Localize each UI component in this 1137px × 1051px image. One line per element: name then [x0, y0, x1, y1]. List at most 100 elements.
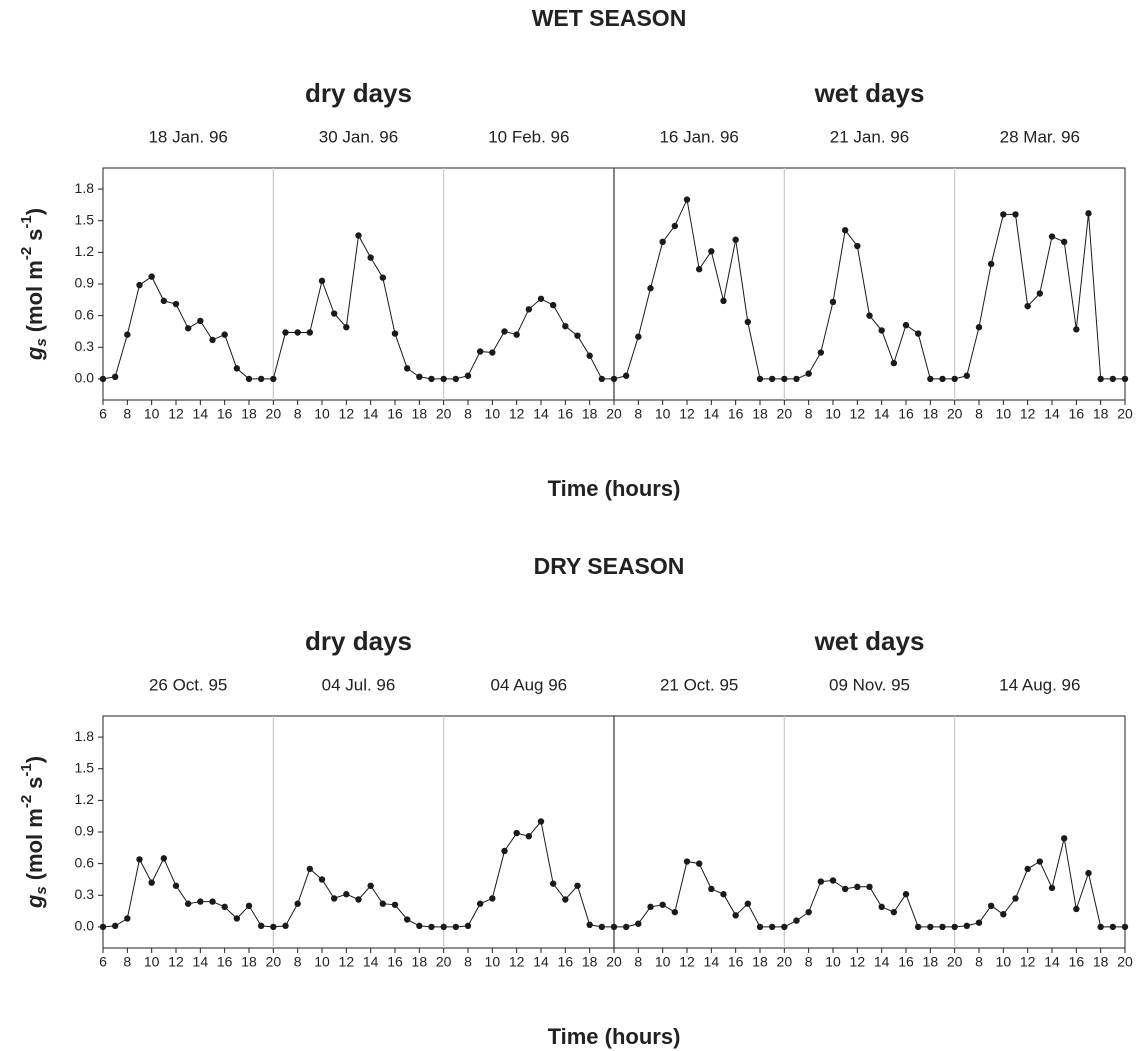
data-point [708, 885, 715, 893]
data-point [939, 375, 946, 383]
data-point [732, 912, 739, 919]
x-tick-label: 18 [241, 954, 257, 970]
x-tick-label: 12 [679, 406, 695, 422]
x-tick-label: 20 [1117, 954, 1133, 970]
x-tick-label: 8 [123, 406, 131, 422]
data-point [476, 900, 484, 907]
x-tick-label: 10 [996, 954, 1012, 970]
data-point [111, 373, 119, 380]
data-point [817, 878, 825, 885]
data-point [452, 923, 460, 931]
data-point [257, 922, 265, 930]
x-tick-label: 14 [704, 406, 720, 422]
y-axis-label: gs(mol m-2s-1) [18, 208, 50, 361]
panel: DRY SEASON dry days wet days 0.0 0.3 0.6 0.9 1.… [18, 553, 1133, 1049]
x-tick-label: 16 [898, 406, 914, 422]
day-label: 21 Oct. 95 [660, 675, 738, 694]
data-point [124, 331, 131, 338]
data-point [1121, 375, 1129, 383]
group-label: dry days [305, 626, 412, 656]
x-tick-label: 20 [436, 406, 452, 422]
data-point [184, 900, 192, 907]
data-point [209, 898, 216, 905]
x-tick-label: 20 [947, 406, 963, 422]
x-tick-label: 18 [752, 954, 768, 970]
data-point [367, 254, 374, 261]
x-tick-label: 20 [606, 954, 622, 970]
group-label: wet days [814, 626, 925, 656]
data-point [720, 891, 727, 898]
data-point [221, 331, 228, 338]
x-tick-label: 20 [1117, 406, 1133, 422]
x-tick-label: 10 [144, 954, 160, 970]
x-tick-label: 8 [123, 954, 131, 970]
x-tick-label: 6 [99, 406, 107, 422]
y-axis-label-part: s [33, 886, 50, 894]
y-axis-label-part: (mol m [22, 260, 47, 332]
data-point [683, 858, 691, 865]
data-point [391, 901, 399, 908]
x-tick-label: 18 [582, 406, 598, 422]
x-tick-label: 12 [339, 406, 355, 422]
x-tick-label: 16 [387, 954, 403, 970]
data-point [622, 372, 630, 379]
day-label: 28 Mar. 96 [1000, 127, 1080, 146]
data-point [233, 915, 241, 922]
x-tick-label: 16 [898, 954, 914, 970]
x-tick-label: 16 [217, 406, 233, 422]
data-point [330, 895, 338, 902]
y-tick-label: 1.8 [75, 180, 95, 196]
x-tick-label: 14 [1044, 954, 1060, 970]
data-point [1085, 210, 1092, 217]
data-point [708, 248, 715, 255]
data-point [586, 352, 593, 359]
data-point [732, 236, 739, 243]
x-tick-label: 20 [606, 406, 622, 422]
data-point [221, 903, 228, 911]
x-tick-label: 10 [144, 406, 160, 422]
x-tick-label: 12 [509, 406, 525, 422]
data-point [610, 923, 618, 931]
data-point [1109, 375, 1117, 383]
data-point [635, 333, 642, 340]
data-point [99, 923, 107, 931]
data-point [622, 923, 630, 931]
data-point [817, 349, 825, 356]
x-tick-label: 16 [1069, 954, 1085, 970]
x-tick-label: 12 [168, 954, 184, 970]
x-tick-label: 10 [314, 954, 330, 970]
data-point [902, 321, 910, 329]
x-tick-label: 20 [436, 954, 452, 970]
day-label: 18 Jan. 96 [148, 127, 227, 146]
data-point [197, 898, 204, 905]
x-axis-label: Time (hours) [548, 476, 681, 501]
data-point [671, 908, 679, 916]
data-point [111, 922, 119, 930]
y-axis-label-part: (mol m [22, 808, 47, 880]
data-point [160, 297, 168, 305]
data-point [136, 281, 143, 289]
x-tick-label: 18 [241, 406, 257, 422]
x-tick-label: 18 [1093, 954, 1109, 970]
data-point [209, 336, 216, 344]
data-point [598, 923, 606, 931]
data-point [683, 196, 691, 203]
data-point [306, 329, 314, 336]
data-point [416, 922, 423, 930]
x-tick-label: 14 [193, 406, 209, 422]
x-tick-label: 16 [728, 406, 744, 422]
x-tick-label: 16 [558, 954, 574, 970]
data-point [781, 375, 788, 383]
data-point [440, 375, 447, 383]
y-axis-label-part: -2 [18, 795, 35, 808]
data-point [635, 920, 642, 927]
panel-title: DRY SEASON [534, 553, 685, 579]
data-point [878, 903, 885, 911]
x-tick-label: 14 [874, 954, 890, 970]
data-point [1085, 869, 1092, 877]
data-point [975, 919, 983, 926]
x-tick-label: 18 [1093, 406, 1109, 422]
y-axis-label: gs(mol m-2s-1) [18, 756, 50, 909]
y-axis-label-part: g [22, 894, 47, 909]
